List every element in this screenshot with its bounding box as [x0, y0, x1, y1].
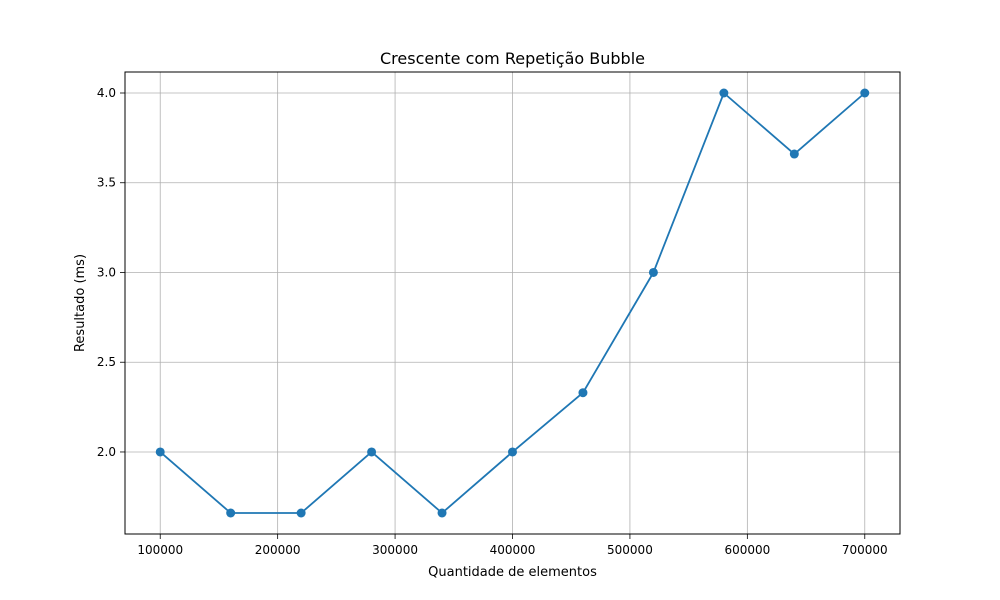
y-tick-label: 2.0 — [97, 445, 116, 459]
data-point — [296, 508, 306, 518]
x-axis-ticks: 100000 200000 300000 400000 500000 600000 7000… — [137, 534, 888, 557]
y-tick-label: 3.0 — [97, 265, 116, 279]
grid-lines — [125, 72, 900, 534]
x-tick-label: 100000 — [137, 543, 183, 557]
data-point — [437, 508, 447, 518]
x-tick-label: 300000 — [372, 543, 418, 557]
y-axis-ticks: 2.0 2.5 3.0 3.5 4.0 — [97, 86, 125, 459]
y-tick-label: 2.5 — [97, 355, 116, 369]
data-point — [719, 88, 729, 98]
data-point — [789, 149, 799, 159]
data-point — [860, 88, 870, 98]
x-tick-label: 500000 — [607, 543, 653, 557]
x-axis-label: Quantidade de elementos — [428, 565, 597, 580]
y-axis-label: Resultado (ms) — [73, 254, 88, 352]
x-tick-label: 400000 — [490, 543, 536, 557]
x-tick-label: 200000 — [255, 543, 301, 557]
chart-title: Crescente com Repetição Bubble — [380, 49, 645, 68]
data-point — [578, 388, 588, 398]
data-point — [226, 508, 236, 518]
x-tick-label: 600000 — [724, 543, 770, 557]
x-tick-label: 700000 — [842, 543, 888, 557]
data-point — [155, 447, 165, 457]
data-point-group — [155, 88, 870, 518]
data-point — [367, 447, 377, 457]
y-tick-label: 3.5 — [97, 176, 116, 190]
data-point — [648, 267, 658, 277]
y-tick-label: 4.0 — [97, 86, 116, 100]
data-point — [508, 447, 517, 457]
